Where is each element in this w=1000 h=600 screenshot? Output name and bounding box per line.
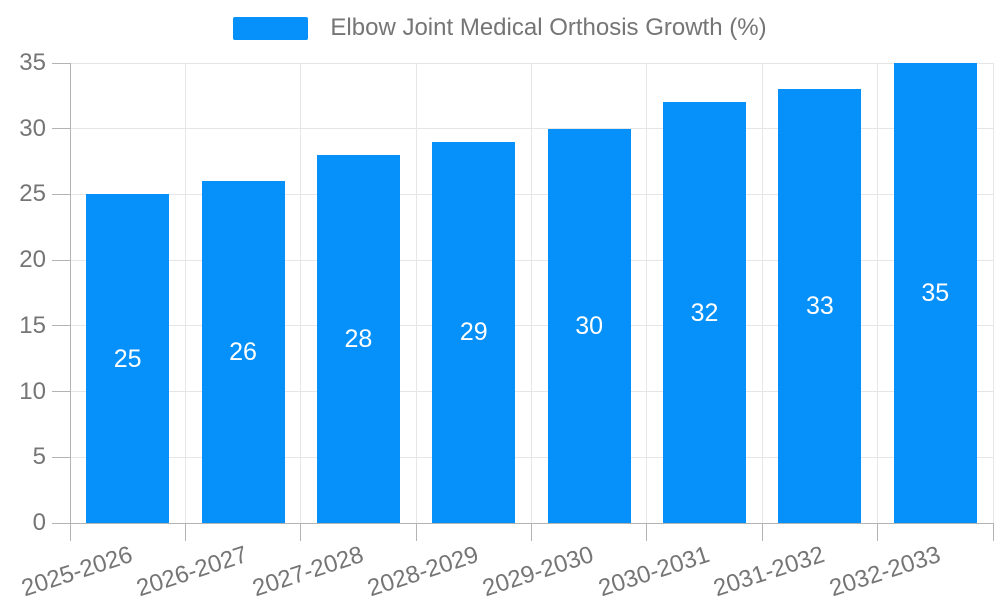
gridline-vertical [646, 63, 648, 523]
x-axis-category-label: 2028-2029 [364, 541, 482, 600]
x-axis-tick [69, 523, 71, 541]
y-axis-tick [52, 522, 70, 524]
gridline-vertical [300, 63, 302, 523]
legend[interactable]: Elbow Joint Medical Orthosis Growth (%) [0, 14, 1000, 42]
x-axis-category-label: 2032-2033 [825, 541, 944, 600]
y-axis-tick [52, 259, 70, 261]
legend-label: Elbow Joint Medical Orthosis Growth (%) [330, 14, 767, 41]
bar-value-label: 25 [113, 344, 142, 373]
x-axis-category-label: 2030-2031 [595, 541, 713, 600]
bar-2026-2027[interactable] [201, 181, 285, 523]
y-axis-tick-label: 15 [19, 311, 46, 339]
y-axis-line [69, 63, 71, 523]
y-axis-tick [52, 391, 70, 393]
x-axis-tick [531, 523, 532, 541]
y-axis-tick [52, 62, 70, 64]
x-axis-tick [184, 523, 186, 541]
bar-value-label: 26 [229, 338, 257, 367]
bar-value-label: 28 [344, 325, 373, 353]
bar-2031-2032[interactable] [778, 89, 862, 523]
gridline-vertical [184, 63, 186, 523]
x-axis-tick [415, 523, 417, 541]
y-axis-tick [52, 325, 70, 327]
y-axis-tick-label: 35 [19, 49, 46, 76]
y-axis-tick [52, 193, 70, 195]
x-axis-category-label: 2029-2030 [479, 541, 598, 600]
x-axis-category-label: 2031-2032 [710, 541, 828, 600]
y-axis-tick [52, 456, 70, 458]
y-axis-tick-label: 10 [19, 377, 46, 405]
bar-2032-2033[interactable] [893, 63, 977, 523]
bar-value-label: 30 [575, 311, 604, 340]
x-axis-category-label: 2027-2028 [248, 541, 367, 600]
x-axis-category-label: 2026-2027 [133, 541, 252, 600]
gridline-vertical [877, 63, 879, 523]
x-axis-tick [877, 523, 879, 541]
x-axis-tick [300, 523, 302, 541]
gridline-vertical [992, 63, 994, 523]
x-axis-tick [761, 523, 763, 541]
gridline-vertical [761, 63, 763, 523]
bar-value-label: 33 [806, 292, 834, 321]
y-axis-tick-label: 25 [19, 180, 46, 208]
bar-2028-2029[interactable] [432, 141, 516, 523]
bar-value-label: 29 [459, 318, 488, 347]
y-axis-tick [52, 128, 70, 130]
gridline-vertical [415, 63, 417, 523]
y-axis-tick-label: 20 [19, 246, 46, 274]
bar-value-label: 32 [690, 298, 719, 327]
legend-swatch [233, 16, 309, 40]
x-axis-line [70, 522, 993, 524]
bar-2029-2030[interactable] [547, 128, 631, 523]
gridline-vertical [531, 63, 532, 523]
y-axis-tick-label: 30 [19, 114, 46, 142]
x-axis-tick [646, 523, 648, 541]
bar-2030-2031[interactable] [663, 102, 747, 523]
y-axis-tick-label: 0 [32, 509, 46, 536]
bar-2025-2026[interactable] [86, 194, 170, 523]
x-axis-category-label: 2025-2026 [18, 541, 136, 600]
bar-2027-2028[interactable] [316, 155, 400, 523]
x-axis-tick [992, 523, 994, 541]
bar-value-label: 35 [921, 279, 950, 307]
y-axis-tick-label: 5 [32, 443, 46, 471]
